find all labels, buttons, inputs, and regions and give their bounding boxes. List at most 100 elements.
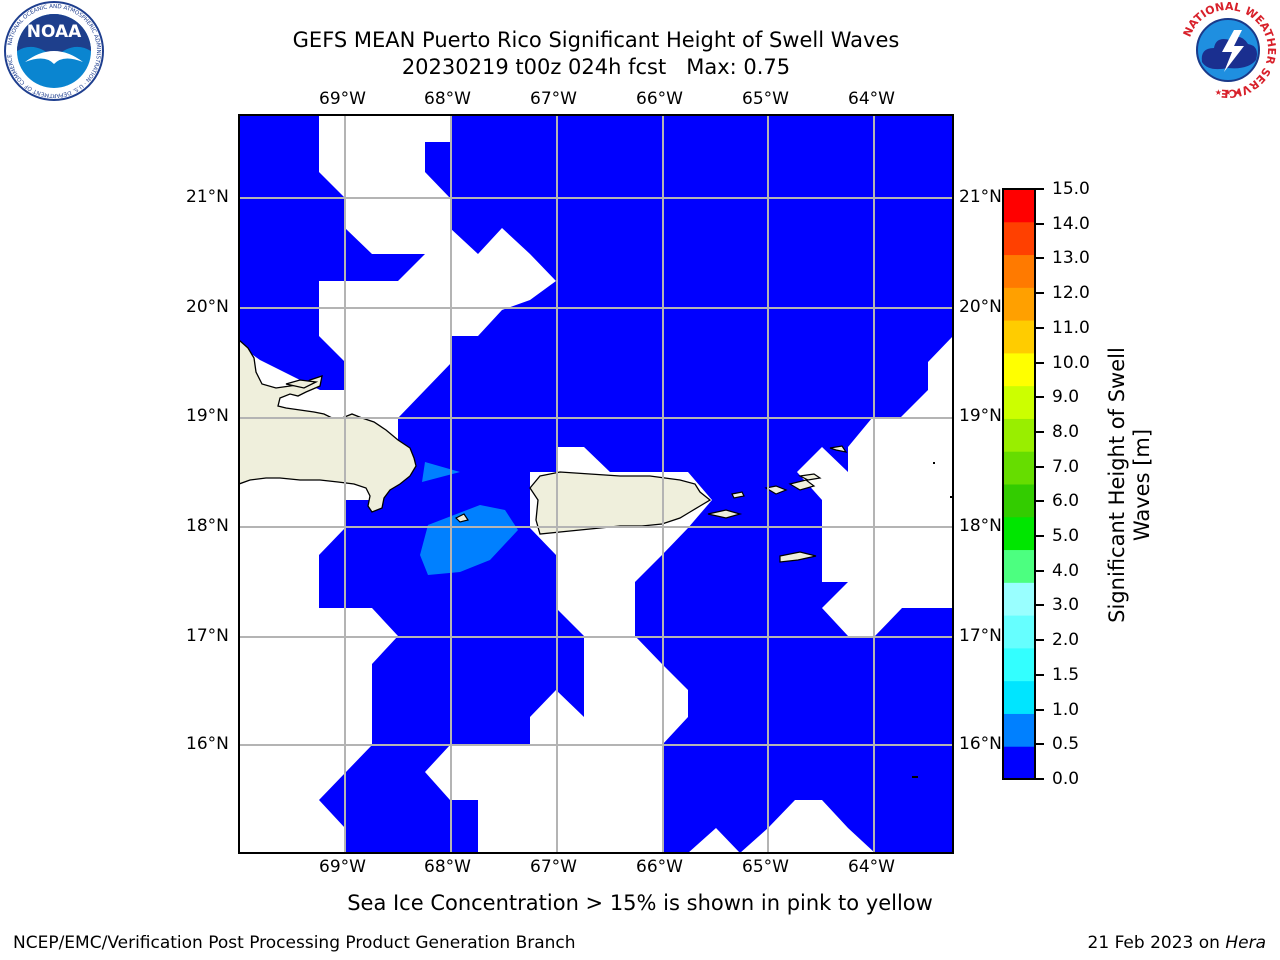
lon-label: 68°W <box>424 89 471 109</box>
lon-label: 64°W <box>848 89 895 109</box>
lat-label: 16°N <box>959 734 1002 754</box>
colorbar-tick-mark <box>1036 535 1044 538</box>
colorbar-label-box: Significant Height of Swell Waves [m] <box>1104 330 1156 640</box>
colorbar-swatch <box>1003 352 1035 387</box>
lon-label: 66°W <box>636 857 683 877</box>
lat-label: 21°N <box>959 187 1002 207</box>
colorbar-tick-mark <box>1036 430 1044 433</box>
lon-label: 66°W <box>636 89 683 109</box>
footer-date: 21 Feb 2023 on Hera <box>1088 933 1266 953</box>
colorbar-tick-label: 3.0 <box>1052 595 1080 616</box>
colorbar-tick-mark <box>1036 673 1044 676</box>
map-title: GEFS MEAN Puerto Rico Significant Height… <box>292 28 900 52</box>
colorbar-tick-label: 0.5 <box>1052 734 1080 755</box>
colorbar-tick-mark <box>1036 743 1044 746</box>
colorbar-swatch <box>1003 549 1035 583</box>
colorbar-tick-mark <box>1036 326 1044 329</box>
lat-label: 18°N <box>186 516 229 536</box>
land-gonave-islet <box>285 379 319 389</box>
colorbar-swatch <box>1003 746 1035 780</box>
colorbar-tick-mark <box>1036 778 1044 780</box>
colorbar-swatch <box>1003 484 1035 518</box>
colorbar-tick-mark <box>1036 188 1044 190</box>
lon-label: 69°W <box>319 857 366 877</box>
colorbar-tick-mark <box>1036 257 1044 260</box>
nws-logo: NATIONAL WEATHER SERVICE ★ ★ ★ <box>1180 0 1278 100</box>
colorbar-tick-mark <box>1036 604 1044 607</box>
colorbar-swatch <box>1003 287 1035 321</box>
colorbar-tick-label: 2.0 <box>1052 630 1080 651</box>
land-desecheo <box>454 513 469 523</box>
lon-label: 68°W <box>424 857 471 877</box>
land-st-croix <box>779 551 817 563</box>
lon-label: 65°W <box>742 857 789 877</box>
colorbar-swatch <box>1003 221 1035 256</box>
footer-branch: NCEP/EMC/Verification Post Processing Pr… <box>13 933 576 953</box>
colorbar-tick-label: 5.0 <box>1052 526 1080 547</box>
colorbar-tick-label: 11.0 <box>1052 317 1090 338</box>
colorbar-tick-label: 6.0 <box>1052 491 1080 512</box>
colorbar-tick-label: 8.0 <box>1052 421 1080 442</box>
swell-height-field <box>239 115 953 853</box>
land-culebra <box>731 491 745 499</box>
lat-label: 17°N <box>186 626 229 646</box>
lon-label: 69°W <box>319 89 366 109</box>
colorbar-tick-label: 15.0 <box>1052 179 1090 199</box>
svg-text:★ ★ ★: ★ ★ ★ <box>1215 88 1242 97</box>
colorbar-swatch <box>1003 418 1035 452</box>
colorbar-tick-mark <box>1036 639 1044 642</box>
lat-label: 19°N <box>959 406 1002 426</box>
colorbar-swatch <box>1003 582 1035 616</box>
lat-label: 19°N <box>186 406 229 426</box>
land-anegada <box>829 445 848 453</box>
footer-machine: Hera <box>1225 933 1266 953</box>
colorbar-tick-label: 0.0 <box>1052 769 1080 789</box>
colorbar-label: Significant Height of Swell Waves [m] <box>1105 347 1154 623</box>
colorbar-tick-mark <box>1036 396 1044 399</box>
colorbar-tick-mark <box>1036 361 1044 364</box>
lon-label: 67°W <box>530 857 577 877</box>
lat-label: 20°N <box>186 297 229 317</box>
graticule <box>239 115 953 853</box>
colorbar-swatch <box>1003 647 1035 682</box>
land-puerto-rico <box>529 471 712 535</box>
map-frame <box>238 114 954 854</box>
colorbar-tick-label: 13.0 <box>1052 248 1090 269</box>
colorbar-swatch <box>1003 713 1035 747</box>
colorbar-tick-mark <box>1036 708 1044 711</box>
colorbar-tick-label: 1.5 <box>1052 664 1080 685</box>
noaa-logo-text: NOAA <box>27 22 82 42</box>
colorbar-tick-label: 12.0 <box>1052 283 1090 304</box>
colorbar-tick-mark <box>1036 465 1044 468</box>
map-subtitle: 20230219 t00z 024h fcst Max: 0.75 <box>401 55 791 79</box>
swell-contour-0-0.5 <box>239 115 953 853</box>
colorbar-tick-mark <box>1036 569 1044 572</box>
lat-label: 18°N <box>959 516 1002 536</box>
land-vieques <box>707 509 743 519</box>
noaa-logo: NATIONAL OCEANIC AND ATMOSPHERIC ADMINIS… <box>4 1 104 101</box>
colorbar-swatch <box>1003 516 1035 551</box>
colorbar-tick-label: 4.0 <box>1052 560 1080 581</box>
lon-label: 67°W <box>530 89 577 109</box>
footer-date-text: 21 Feb 2023 on <box>1087 933 1226 953</box>
land-virgin-islands <box>764 473 822 495</box>
colorbar-swatch <box>1003 320 1035 354</box>
colorbar <box>1002 188 1036 780</box>
lon-label: 64°W <box>848 857 895 877</box>
colorbar-swatch <box>1003 615 1035 649</box>
colorbar-swatch <box>1003 189 1035 223</box>
colorbar-swatch <box>1003 385 1035 419</box>
colorbar-tick-label: 1.0 <box>1052 699 1080 720</box>
sea-ice-note: Sea Ice Concentration > 15% is shown in … <box>347 891 933 915</box>
colorbar-tick-label: 10.0 <box>1052 352 1090 373</box>
colorbar-swatch <box>1003 680 1035 714</box>
colorbar-tick-label: 14.0 <box>1052 213 1090 234</box>
colorbar-tick-mark <box>1036 222 1044 225</box>
colorbar-tick-label: 7.0 <box>1052 456 1080 477</box>
colorbar-swatch <box>1003 254 1035 288</box>
colorbar-swatch <box>1003 451 1035 485</box>
colorbar-tick-label: 9.0 <box>1052 387 1080 408</box>
lat-label: 21°N <box>186 187 229 207</box>
lat-label: 16°N <box>186 734 229 754</box>
